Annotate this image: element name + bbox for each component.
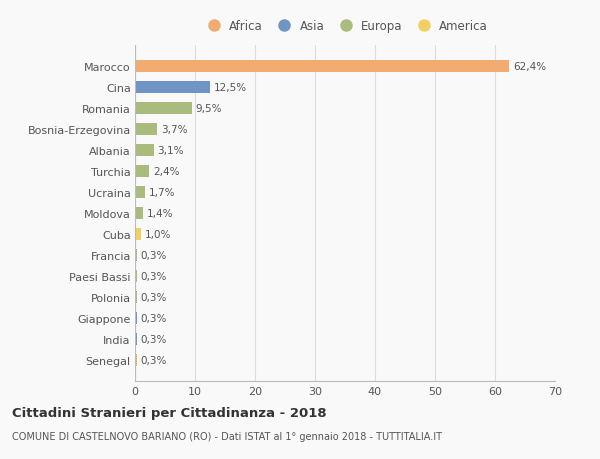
Text: 1,7%: 1,7% [149,188,175,197]
Bar [135,61,509,73]
Bar [135,250,137,261]
Text: 0,3%: 0,3% [140,250,167,260]
Bar [135,313,137,324]
Text: 9,5%: 9,5% [196,104,222,114]
Text: 0,3%: 0,3% [140,334,167,344]
Text: 1,4%: 1,4% [147,208,173,218]
Text: 12,5%: 12,5% [214,83,247,93]
Bar [135,354,137,366]
Bar [135,166,149,177]
Legend: Africa, Asia, Europa, America: Africa, Asia, Europa, America [202,20,488,34]
Bar [135,124,157,135]
Bar [135,291,137,303]
Text: 3,7%: 3,7% [161,125,187,134]
Bar [135,229,141,240]
Text: COMUNE DI CASTELNOVO BARIANO (RO) - Dati ISTAT al 1° gennaio 2018 - TUTTITALIA.I: COMUNE DI CASTELNOVO BARIANO (RO) - Dati… [12,431,442,442]
Bar [135,145,154,157]
Text: 3,1%: 3,1% [157,146,184,156]
Bar [135,103,192,114]
Text: 2,4%: 2,4% [153,167,179,177]
Bar [135,82,210,94]
Text: 0,3%: 0,3% [140,313,167,323]
Bar [135,270,137,282]
Bar [135,187,145,198]
Text: 62,4%: 62,4% [513,62,546,72]
Text: 0,3%: 0,3% [140,292,167,302]
Bar [135,333,137,345]
Text: Cittadini Stranieri per Cittadinanza - 2018: Cittadini Stranieri per Cittadinanza - 2… [12,406,326,419]
Text: 0,3%: 0,3% [140,355,167,365]
Bar [135,207,143,219]
Text: 1,0%: 1,0% [145,230,171,239]
Text: 0,3%: 0,3% [140,271,167,281]
